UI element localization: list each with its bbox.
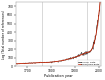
X-axis label: Publication year: Publication year <box>44 74 73 78</box>
Legend: annual data, smoothed data: annual data, smoothed data <box>78 60 100 65</box>
Y-axis label: Log (Total number of references): Log (Total number of references) <box>2 10 6 59</box>
